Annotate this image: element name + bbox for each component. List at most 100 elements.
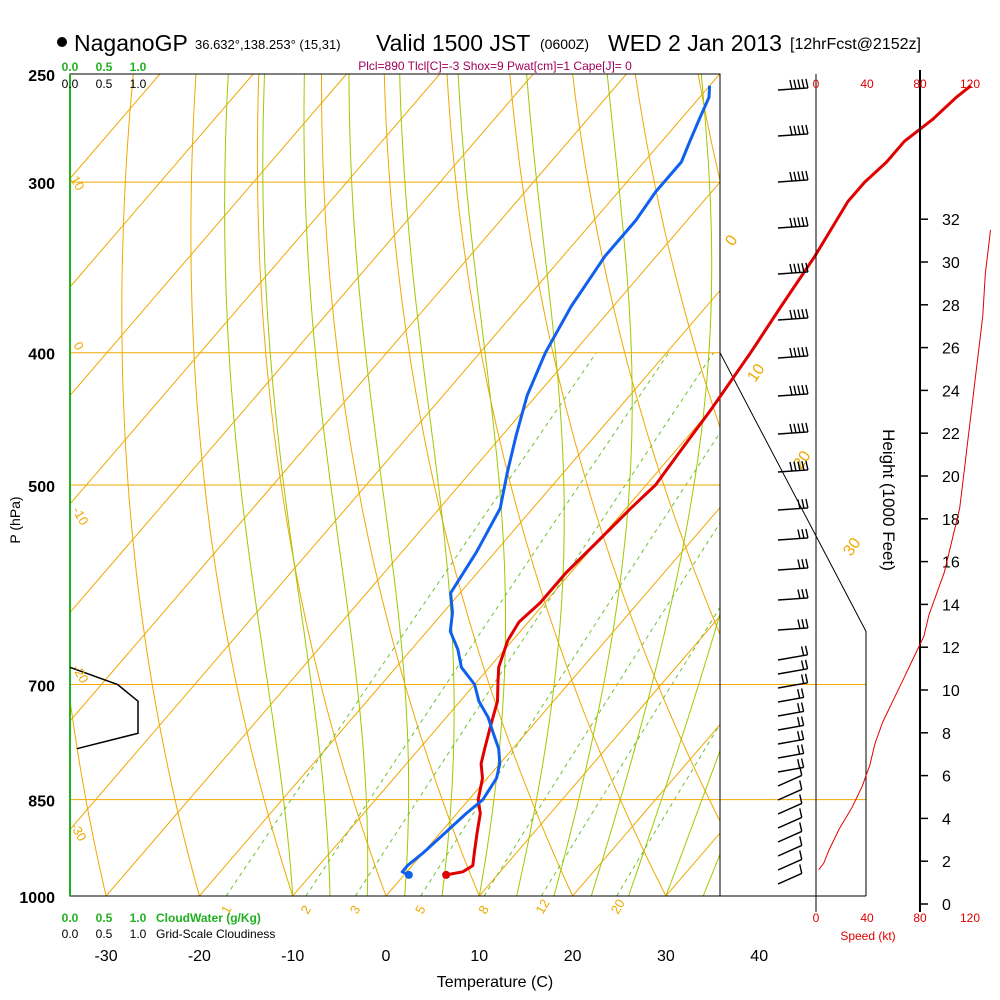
wind-barb-flag — [799, 836, 803, 846]
station-coords: 36.632°,138.253° (15,31) — [195, 37, 341, 52]
wind-barb-flag — [801, 499, 805, 509]
moist-adiabat-line — [628, 612, 720, 896]
wind-barb-staff — [777, 710, 804, 717]
wind-barb — [777, 170, 809, 183]
pressure-tick-label: 500 — [28, 479, 55, 496]
wind-barb — [777, 124, 809, 137]
wind-barb — [777, 758, 805, 773]
height-tick-label: 12 — [942, 640, 960, 657]
wind-barb-flag — [796, 689, 801, 699]
isotherm-label: 10 — [67, 173, 87, 193]
wind-barb-flag — [797, 125, 801, 135]
wind-barb-flag — [796, 745, 801, 755]
wind-barb-staff — [777, 537, 808, 541]
wind-barb-flag — [799, 864, 803, 874]
pressure-tick-label: 1000 — [19, 890, 55, 907]
temperature-tick-label: 0 — [382, 948, 391, 965]
station-dot — [57, 37, 67, 47]
pressure-tick-label: 300 — [28, 176, 55, 193]
wind-barb-flag — [801, 619, 805, 629]
wind-barb-flag — [789, 309, 793, 320]
moist-adiabat-line — [262, 74, 331, 896]
isotherm-label: 0 — [70, 339, 87, 353]
dry-adiabat-line — [256, 74, 387, 896]
height-tick-label: 2 — [942, 854, 951, 871]
mixing-ratio-label: 3 — [347, 903, 364, 917]
wind-barb — [777, 384, 809, 397]
wind-barb-staff — [777, 654, 808, 661]
cloud-water-tick-bottom: 1.0 — [130, 911, 147, 925]
wind-barb-flag — [797, 589, 801, 599]
speed-tick-top: 0 — [813, 77, 820, 91]
wind-barb-flag — [789, 217, 793, 228]
wind-barb-flag — [805, 460, 809, 471]
wind-barb-staff — [777, 724, 804, 731]
cloudiness-profile — [69, 666, 139, 750]
wind-barb — [777, 673, 809, 689]
moist-adiabat-line — [553, 74, 633, 896]
wind-barb-staff — [777, 567, 808, 571]
dry-adiabat-lines — [70, 74, 720, 896]
mixing-ratio-label: 8 — [475, 903, 492, 917]
height-axis-label: Height (1000 Feet) — [879, 429, 898, 571]
wind-barb-flag — [800, 730, 805, 740]
wind-barb-flag — [800, 674, 805, 684]
wind-barb — [777, 864, 803, 885]
moist-adiabat-line — [516, 74, 565, 896]
wind-barb-staff — [777, 431, 808, 435]
wind-barb-flag — [789, 461, 793, 472]
isotherm-label: 30 — [840, 535, 864, 559]
wind-barb — [777, 645, 809, 661]
wind-barb-flag — [796, 703, 801, 713]
wind-barb-flag — [789, 347, 793, 358]
wind-barb-staff — [777, 225, 808, 229]
height-tick-label: 22 — [942, 426, 960, 443]
wind-barb-flag — [797, 263, 801, 273]
isotherm-line — [70, 74, 254, 288]
isotherm-line — [385, 506, 720, 896]
cloud-water-label: CloudWater (g/Kg) — [156, 911, 261, 925]
wind-barb — [777, 558, 809, 571]
height-tick-label: 0 — [942, 897, 951, 914]
mixing-ratio-line — [540, 606, 720, 896]
station-name: NaganoGP — [74, 30, 188, 56]
mixing-ratio-labels: 1 2 3 5 8 12 20 — [218, 896, 628, 916]
temperature-tick-label: 40 — [750, 948, 768, 965]
wind-barb-flag — [801, 559, 805, 569]
dry-adiabat-line — [321, 74, 480, 896]
wind-barb-staff — [777, 816, 803, 829]
plot-frame — [69, 73, 866, 897]
wind-barb-flag — [801, 347, 805, 357]
temperature-tick-label: -10 — [281, 948, 304, 965]
wind-barb-flag — [801, 423, 805, 433]
wind-barb-flag — [789, 263, 793, 274]
wind-barb-flag — [789, 385, 793, 396]
temperature-tick-label: 20 — [564, 948, 582, 965]
dry-adiabat-line — [446, 74, 667, 896]
wind-barb — [777, 422, 809, 435]
wind-barb-flag — [797, 347, 801, 357]
temperature-tick-label: -20 — [188, 948, 211, 965]
speed-tick-top: 120 — [960, 77, 980, 91]
wind-barb-flag — [789, 125, 793, 136]
wind-barb-flag — [805, 308, 809, 319]
wind-barb — [777, 794, 803, 815]
wind-barb-flag — [805, 346, 809, 357]
wind-barb-flag — [800, 744, 805, 754]
speed-profile-line — [818, 229, 991, 871]
wind-barb-flag — [796, 717, 801, 727]
wind-barb-flag — [793, 385, 797, 395]
pressure-tick-label: 850 — [28, 794, 55, 811]
temperature-surface-point — [442, 870, 451, 879]
temperature-tick-label: -30 — [95, 948, 118, 965]
cloudiness-tick-bottom: 0.0 — [62, 927, 79, 941]
cloudiness-line — [69, 666, 139, 750]
wind-barb-flag — [797, 309, 801, 319]
wind-barb-staff — [777, 858, 803, 871]
wind-barb-staff — [777, 668, 808, 675]
dry-adiabat-line — [572, 74, 720, 636]
temperature-tick-label: 30 — [657, 948, 675, 965]
plot-extension-region — [719, 352, 867, 896]
wind-barb-flag — [800, 758, 805, 768]
